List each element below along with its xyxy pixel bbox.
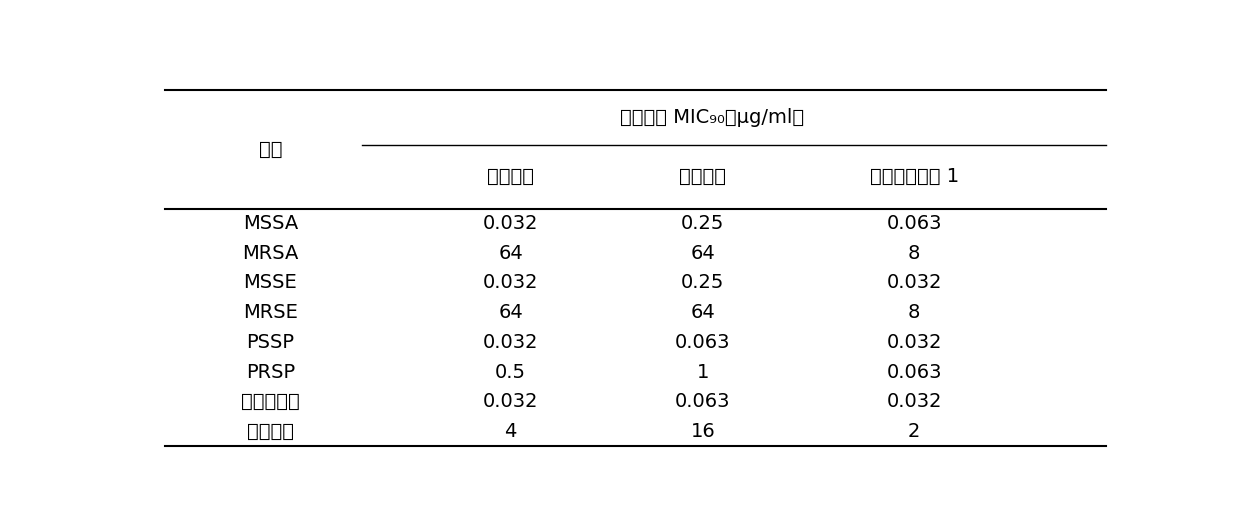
Text: 菌株: 菌株 (259, 140, 281, 159)
Text: 0.063: 0.063 (675, 333, 730, 352)
Text: 0.25: 0.25 (681, 214, 724, 233)
Text: 64: 64 (498, 244, 523, 263)
Text: 0.063: 0.063 (887, 214, 942, 233)
Text: MSSA: MSSA (243, 214, 298, 233)
Text: 0.25: 0.25 (681, 273, 724, 293)
Text: 0.032: 0.032 (482, 333, 538, 352)
Text: 2: 2 (908, 422, 920, 441)
Text: 0.5: 0.5 (495, 363, 526, 382)
Text: 本发明化合物 1: 本发明化合物 1 (869, 167, 959, 186)
Text: 亚胺培南: 亚胺培南 (487, 167, 534, 186)
Text: PRSP: PRSP (246, 363, 295, 382)
Text: 0.063: 0.063 (675, 392, 730, 411)
Text: 8: 8 (908, 244, 920, 263)
Text: 0.032: 0.032 (482, 214, 538, 233)
Text: 64: 64 (691, 244, 715, 263)
Text: 0.032: 0.032 (887, 392, 942, 411)
Text: MSSE: MSSE (243, 273, 298, 293)
Text: 美罗培南: 美罗培南 (680, 167, 727, 186)
Text: 1: 1 (697, 363, 709, 382)
Text: 粪肠球菌: 粪肠球菌 (247, 422, 294, 441)
Text: 0.063: 0.063 (887, 363, 942, 382)
Text: 16: 16 (691, 422, 715, 441)
Text: 8: 8 (908, 303, 920, 322)
Text: 0.032: 0.032 (887, 273, 942, 293)
Text: 64: 64 (691, 303, 715, 322)
Text: 0.032: 0.032 (482, 392, 538, 411)
Text: 0.032: 0.032 (887, 333, 942, 352)
Text: 4: 4 (505, 422, 517, 441)
Text: PSSP: PSSP (247, 333, 294, 352)
Text: 化脖链球菌: 化脖链球菌 (241, 392, 300, 411)
Text: 64: 64 (498, 303, 523, 322)
Text: 抗菌活性 MIC₉₀（μg/ml）: 抗菌活性 MIC₉₀（μg/ml） (620, 108, 805, 127)
Text: MRSE: MRSE (243, 303, 298, 322)
Text: 0.032: 0.032 (482, 273, 538, 293)
Text: MRSA: MRSA (242, 244, 299, 263)
